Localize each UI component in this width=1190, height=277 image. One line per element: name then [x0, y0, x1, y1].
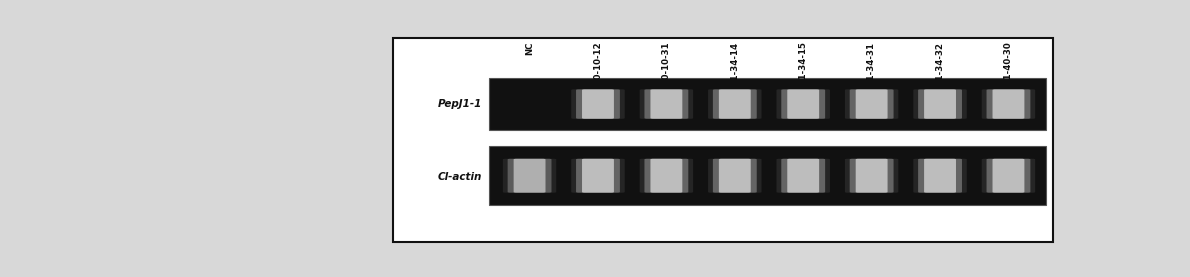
FancyBboxPatch shape [645, 159, 688, 193]
FancyBboxPatch shape [856, 159, 888, 193]
Text: Cl-actin: Cl-actin [438, 172, 482, 182]
FancyBboxPatch shape [582, 159, 614, 193]
FancyBboxPatch shape [719, 89, 751, 119]
Bar [489, 146, 1046, 206]
FancyBboxPatch shape [713, 89, 757, 119]
FancyBboxPatch shape [514, 159, 545, 193]
FancyBboxPatch shape [708, 89, 762, 119]
FancyBboxPatch shape [845, 89, 898, 119]
Text: WJ121-40-30: WJ121-40-30 [1004, 42, 1013, 103]
FancyBboxPatch shape [503, 159, 556, 193]
FancyBboxPatch shape [713, 159, 757, 193]
FancyBboxPatch shape [782, 89, 825, 119]
FancyBboxPatch shape [925, 89, 956, 119]
FancyBboxPatch shape [508, 159, 551, 193]
FancyBboxPatch shape [987, 89, 1031, 119]
FancyBboxPatch shape [640, 159, 693, 193]
Text: PepJ1-1: PepJ1-1 [438, 99, 482, 109]
FancyBboxPatch shape [571, 159, 625, 193]
FancyBboxPatch shape [777, 159, 829, 193]
FancyBboxPatch shape [914, 89, 966, 119]
FancyBboxPatch shape [640, 89, 693, 119]
Text: WJ120-10-12: WJ120-10-12 [594, 42, 602, 103]
FancyBboxPatch shape [919, 89, 962, 119]
Text: WJ121-34-32: WJ121-34-32 [935, 42, 945, 104]
FancyBboxPatch shape [719, 159, 751, 193]
Bar [489, 78, 1046, 130]
FancyBboxPatch shape [982, 89, 1035, 119]
FancyBboxPatch shape [914, 159, 966, 193]
Bar [393, 37, 1052, 242]
Text: WJ120-10-31: WJ120-10-31 [662, 42, 671, 103]
Text: WJ121-34-31: WJ121-34-31 [868, 42, 876, 104]
FancyBboxPatch shape [782, 159, 825, 193]
FancyBboxPatch shape [645, 89, 688, 119]
FancyBboxPatch shape [850, 89, 894, 119]
FancyBboxPatch shape [992, 159, 1025, 193]
FancyBboxPatch shape [788, 159, 819, 193]
Text: WJ121-34-15: WJ121-34-15 [798, 42, 808, 104]
FancyBboxPatch shape [777, 89, 829, 119]
FancyBboxPatch shape [856, 89, 888, 119]
FancyBboxPatch shape [651, 89, 682, 119]
FancyBboxPatch shape [708, 159, 762, 193]
FancyBboxPatch shape [582, 89, 614, 119]
FancyBboxPatch shape [576, 159, 620, 193]
FancyBboxPatch shape [982, 159, 1035, 193]
Text: WJ121-34-14: WJ121-34-14 [731, 42, 739, 104]
FancyBboxPatch shape [987, 159, 1031, 193]
FancyBboxPatch shape [845, 159, 898, 193]
FancyBboxPatch shape [788, 89, 819, 119]
FancyBboxPatch shape [925, 159, 956, 193]
FancyBboxPatch shape [992, 89, 1025, 119]
FancyBboxPatch shape [576, 89, 620, 119]
FancyBboxPatch shape [850, 159, 894, 193]
FancyBboxPatch shape [651, 159, 682, 193]
FancyBboxPatch shape [571, 89, 625, 119]
FancyBboxPatch shape [919, 159, 962, 193]
Text: NC: NC [525, 42, 534, 55]
